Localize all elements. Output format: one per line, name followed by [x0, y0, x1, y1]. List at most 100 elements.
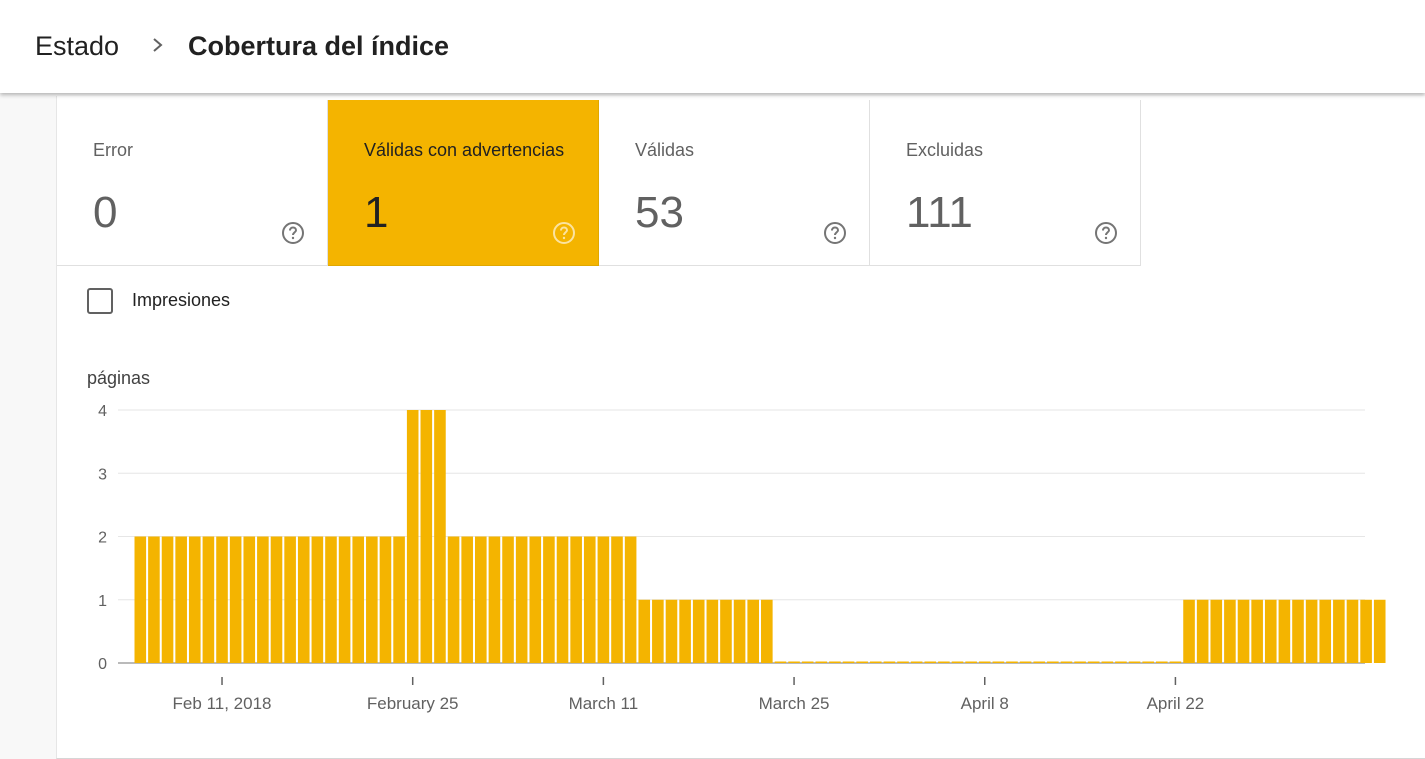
chart-bar[interactable]: [1074, 661, 1086, 664]
chart-bar[interactable]: [924, 661, 937, 664]
chart-bar[interactable]: [733, 599, 746, 663]
chart-bar[interactable]: [1333, 599, 1345, 663]
chart-bar[interactable]: [801, 661, 814, 664]
chart-bar[interactable]: [1183, 599, 1195, 663]
chart-bar[interactable]: [1101, 661, 1114, 664]
chart-bar[interactable]: [1060, 661, 1073, 664]
chart-bar[interactable]: [1047, 661, 1059, 664]
chart-bar[interactable]: [869, 661, 882, 664]
chart-bar[interactable]: [1319, 599, 1332, 663]
chart-bar[interactable]: [978, 661, 991, 664]
chart-bar[interactable]: [583, 536, 596, 664]
chart-bar[interactable]: [420, 410, 433, 663]
chart-bar[interactable]: [1142, 661, 1154, 664]
chart-bar[interactable]: [447, 536, 460, 664]
chart-bar[interactable]: [175, 536, 187, 664]
chart-bar[interactable]: [461, 536, 473, 664]
chart-bar[interactable]: [134, 536, 147, 664]
chart-bar[interactable]: [1169, 661, 1182, 664]
chart-bar[interactable]: [1346, 599, 1359, 663]
chart-bar[interactable]: [1224, 599, 1236, 663]
chart-bar[interactable]: [515, 536, 528, 664]
chart-bar[interactable]: [393, 536, 405, 664]
chart-bar[interactable]: [475, 536, 487, 664]
chart-bar[interactable]: [679, 599, 691, 663]
chart-bar[interactable]: [747, 599, 759, 663]
chart-bar[interactable]: [1006, 661, 1018, 664]
chart-bar[interactable]: [1087, 661, 1100, 664]
chart-bar[interactable]: [910, 661, 923, 664]
chart-bar[interactable]: [202, 536, 215, 664]
chart-bar[interactable]: [720, 599, 732, 663]
chart-bar[interactable]: [488, 536, 501, 664]
chart-bar[interactable]: [638, 599, 651, 663]
tile-valid[interactable]: Válidas 53: [599, 100, 870, 266]
tile-error[interactable]: Error 0: [57, 100, 328, 266]
chart-bar[interactable]: [379, 536, 392, 664]
chart-bar[interactable]: [1237, 599, 1250, 663]
chart-bar[interactable]: [1115, 661, 1127, 664]
chart-bar[interactable]: [543, 536, 555, 664]
chart-bar[interactable]: [243, 536, 256, 664]
breadcrumb-root-link[interactable]: Estado: [35, 31, 120, 61]
chart-bar[interactable]: [897, 661, 909, 664]
chart-bar[interactable]: [652, 599, 664, 663]
help-icon[interactable]: [281, 221, 305, 245]
chart-bar[interactable]: [829, 661, 841, 664]
chart-bar[interactable]: [1251, 599, 1263, 663]
help-icon[interactable]: [1094, 221, 1118, 245]
chart-bar[interactable]: [1360, 599, 1372, 663]
chart-bar[interactable]: [1019, 661, 1032, 664]
chart-bar[interactable]: [883, 661, 896, 664]
chart-bar[interactable]: [856, 661, 868, 664]
chart-bar[interactable]: [406, 410, 419, 663]
chart-bar[interactable]: [1264, 599, 1277, 663]
chart-bar[interactable]: [257, 536, 269, 664]
chart-bar[interactable]: [148, 536, 160, 664]
chart-bar[interactable]: [188, 536, 201, 664]
chart-bar[interactable]: [352, 536, 365, 664]
chart-bar[interactable]: [366, 536, 378, 664]
chart-bar[interactable]: [216, 536, 228, 664]
chart-bar[interactable]: [325, 536, 337, 664]
chart-bar[interactable]: [1292, 599, 1304, 663]
chart-bar[interactable]: [434, 410, 446, 663]
chart-bar[interactable]: [229, 536, 242, 664]
help-icon[interactable]: [552, 221, 576, 245]
chart-bar[interactable]: [788, 661, 800, 664]
chart-bar[interactable]: [570, 536, 582, 664]
chart-bar[interactable]: [1156, 661, 1168, 664]
chart-bar[interactable]: [815, 661, 828, 664]
chart-bar[interactable]: [270, 536, 283, 664]
chart-bar[interactable]: [774, 661, 787, 664]
chart-bar[interactable]: [556, 536, 569, 664]
chart-bar[interactable]: [284, 536, 296, 664]
chart-bar[interactable]: [761, 599, 773, 663]
chart-bar[interactable]: [502, 536, 514, 664]
chart-bar[interactable]: [992, 661, 1005, 664]
chart-bar[interactable]: [665, 599, 678, 663]
chart-bar[interactable]: [338, 536, 351, 664]
chart-bar[interactable]: [611, 536, 623, 664]
chart-bar[interactable]: [311, 536, 324, 664]
chart-bar[interactable]: [1033, 661, 1046, 664]
help-icon[interactable]: [823, 221, 847, 245]
chart-bar[interactable]: [951, 661, 964, 664]
chart-bar[interactable]: [965, 661, 977, 664]
chart-bar[interactable]: [938, 661, 950, 664]
chart-bar[interactable]: [624, 536, 637, 664]
chart-bar[interactable]: [1278, 599, 1291, 663]
tile-excluded[interactable]: Excluidas 111: [870, 100, 1141, 266]
chart-bar[interactable]: [597, 536, 610, 664]
chart-bar[interactable]: [1305, 599, 1318, 663]
chart-bar[interactable]: [1373, 599, 1386, 663]
chart-bar[interactable]: [842, 661, 855, 664]
chart-bar[interactable]: [1128, 661, 1141, 664]
chart-bar[interactable]: [692, 599, 705, 663]
chart-bar[interactable]: [529, 536, 542, 664]
chart-bar[interactable]: [297, 536, 310, 664]
chart-bar[interactable]: [1196, 599, 1209, 663]
tile-valid-with-warnings[interactable]: Válidas con advertencias 1: [328, 100, 599, 266]
chart-bar[interactable]: [1210, 599, 1223, 663]
chart-bar[interactable]: [706, 599, 719, 663]
